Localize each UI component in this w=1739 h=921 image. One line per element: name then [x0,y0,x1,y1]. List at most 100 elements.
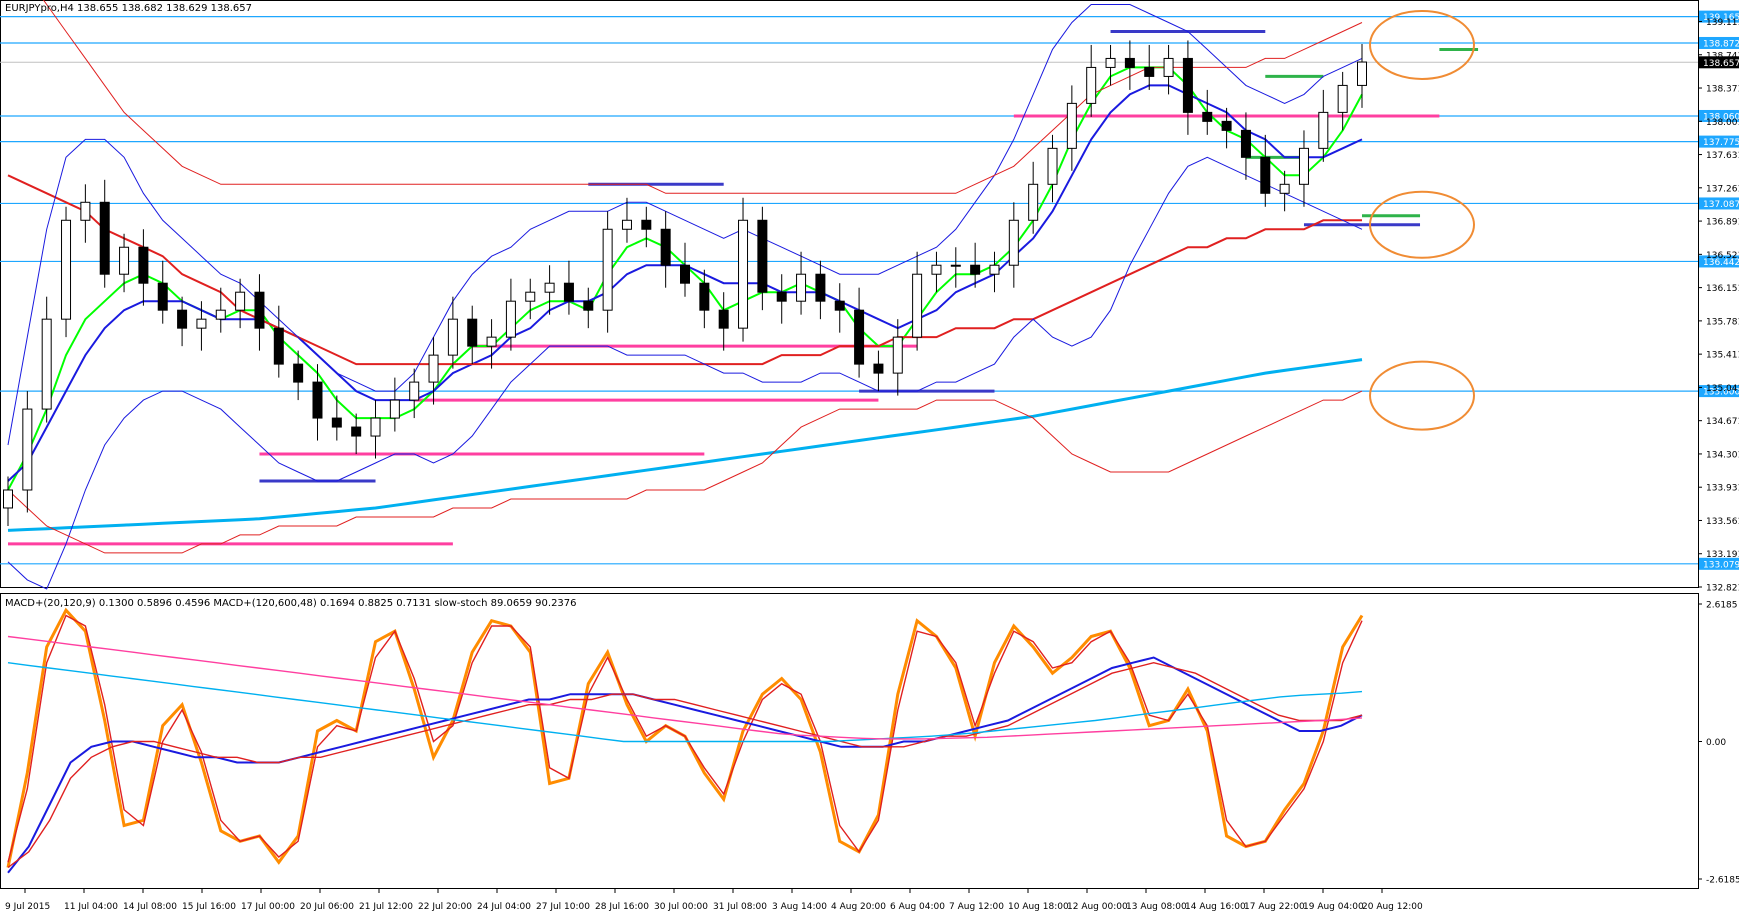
candle-body [119,246,130,275]
candle-body [99,201,110,275]
candle-body [177,309,188,329]
indicator-line-macd-120-600-48-signal [7,635,1363,740]
candle-body [447,318,458,356]
candle-body [680,264,690,284]
indicator-line-macd-120-600-48-main [7,662,1363,743]
time-tick-label: 20 Aug 12:00 [1362,902,1423,912]
candle-body [1163,57,1174,77]
level-price-tag [1699,385,1739,398]
candle-body [1105,57,1116,68]
level-price-label: 139.165 [1703,13,1739,23]
candle-body [563,282,574,302]
price-tick-label: 138.001 [1706,118,1739,128]
candle-body [312,381,323,419]
indicator-line-macd-20-120-9-signal [7,661,1363,869]
time-tick-label: 10 Aug 18:00 [1008,902,1069,912]
time-tick-label: 9 Jul 2015 [5,902,50,912]
candlesticks [3,40,1367,526]
series-line-bollinger-upper [7,4,1363,446]
level-price-tag [1699,557,1739,570]
price-tick-label: 136.521 [1706,251,1739,261]
candle-body [1144,66,1155,77]
price-tick-label: 134.301 [1706,450,1739,460]
indicator-lines-lower [6,607,1364,874]
orange-circle-annotation [1369,9,1475,80]
candle-body [3,489,13,509]
candle-body [815,273,826,302]
candle-body [1028,183,1039,221]
price-panel-frame [0,0,1699,588]
time-tick-label: 21 Jul 12:00 [359,902,413,912]
time-tick-label: 14 Aug 16:00 [1185,902,1246,912]
level-price-tag [1699,36,1739,49]
level-price-tag [1699,197,1739,210]
price-tick-label: 133.931 [1706,484,1739,494]
time-tick-label: 31 Jul 08:00 [713,902,767,912]
horizontal-levels[interactable]: 139.165 138.872 138.060 137.775 137.087 136.4… [0,10,1739,571]
candle-body [273,327,284,365]
candle-body [699,282,710,311]
candle-body [912,273,923,338]
candle-body [660,228,671,266]
candle-body [1047,147,1058,185]
candle-body [854,309,865,365]
candle-body [428,354,439,383]
price-tick-label: 132.821 [1706,584,1739,594]
candle-body [505,300,516,338]
candle-body [1240,129,1251,158]
indicator-tick-label: 2.6185 [1706,601,1738,611]
time-tick-label: 4 Aug 20:00 [831,902,886,912]
level-price-tag [1699,10,1739,23]
time-tick-label: 15 Jul 16:00 [182,902,236,912]
price-tick-label: 137.261 [1706,184,1739,194]
price-tick-label: 135.411 [1706,351,1739,361]
price-tick-label: 139.111 [1706,18,1739,28]
candle-body [931,264,942,275]
indicator-line-slow-stoch-signal [7,614,1363,863]
annotation-circles[interactable] [1369,9,1475,431]
candle-body [1279,183,1290,194]
candle-body [1298,147,1309,185]
candle-body [389,399,400,419]
candle-body [61,219,72,320]
candle-body [892,336,903,374]
chart-header-text: EURJPYpro,H4 138.655 138.682 138.629 138… [5,3,252,14]
price-tick-label: 133.561 [1706,517,1739,527]
candle-body [467,318,478,347]
candle-body [583,300,594,311]
level-price-tag [1699,109,1739,122]
candle-body [351,426,362,437]
time-tick-label: 7 Aug 12:00 [949,902,1004,912]
time-tick-label: 11 Jul 04:00 [64,902,118,912]
candle-body [1008,219,1019,266]
level-price-tag [1699,255,1739,268]
candle-body [1066,102,1077,149]
candle-body [1337,84,1348,113]
time-tick-label: 14 Jul 08:00 [123,902,177,912]
time-axis: 9 Jul 2015 11 Jul 04:00 14 Jul 08:00 15 Jul… [5,889,1423,912]
candle-body [950,264,961,267]
price-tick-label: 135.041 [1706,384,1739,394]
candle-body [1086,66,1097,104]
candle-body [293,363,304,383]
candle-body [525,291,536,302]
price-tick-label: 135.781 [1706,317,1739,327]
candle-body [196,318,207,329]
series-line-envelope-upper [42,0,1363,194]
current-price-label: 138.657 [1703,59,1739,69]
candle-body [544,282,555,293]
time-tick-label: 17 Aug 22:00 [1244,902,1305,912]
candle-body [989,264,1000,275]
series-line-envelope-lower [7,390,1363,554]
level-price-tag [1699,135,1739,148]
candle-body [138,246,149,284]
indicator-tick-label: -2.6185 [1706,876,1739,886]
level-price-label: 137.775 [1703,138,1739,148]
level-price-label: 133.079 [1703,560,1739,570]
price-tick-label: 136.151 [1706,284,1739,294]
candle-body [1221,120,1232,131]
price-tick-label: 138.741 [1706,51,1739,61]
time-tick-label: 24 Jul 04:00 [477,902,531,912]
